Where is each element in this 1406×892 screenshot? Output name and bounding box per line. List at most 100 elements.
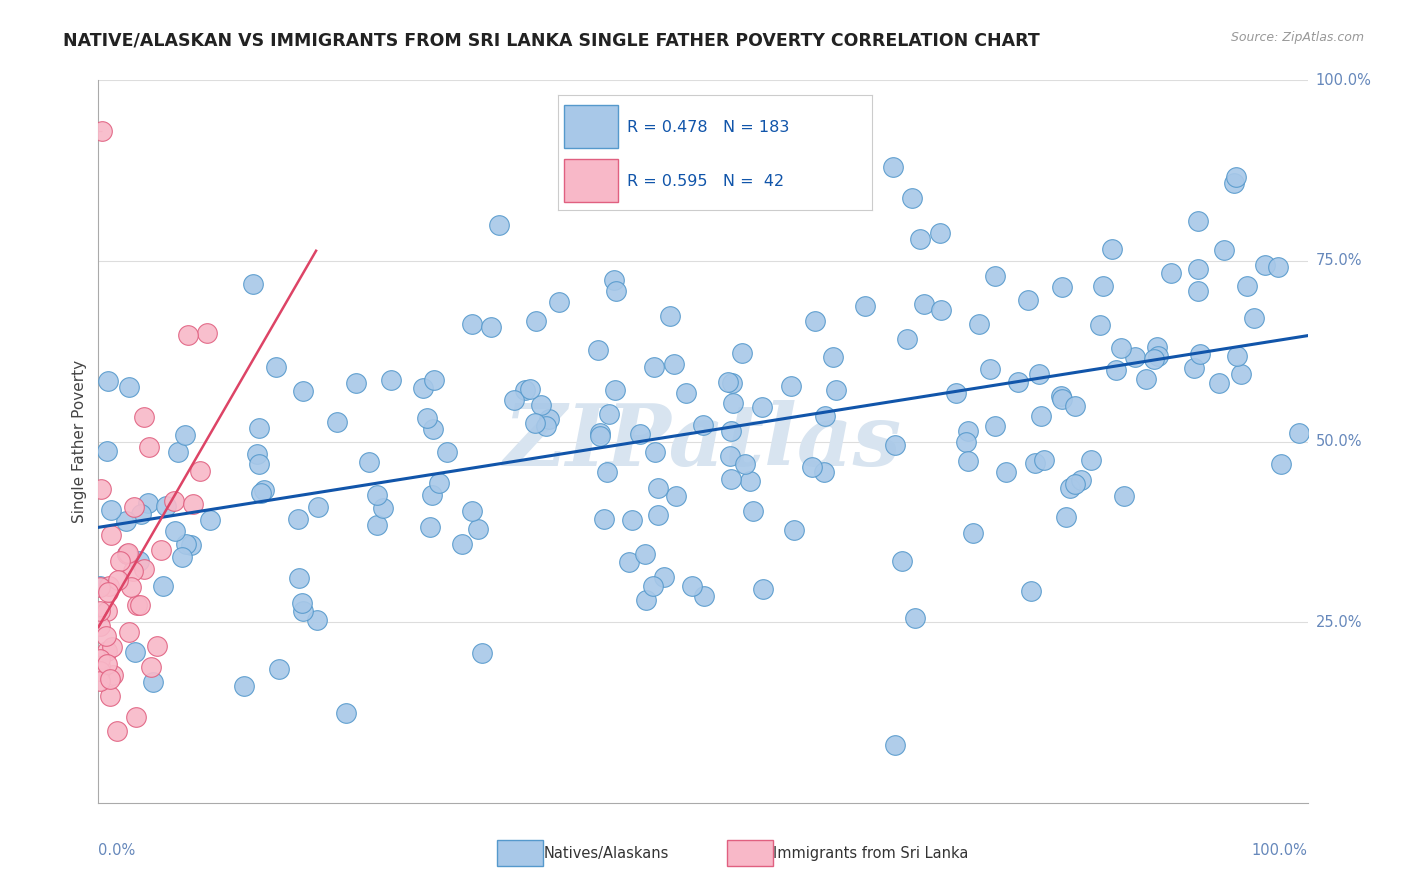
Point bbox=[129, 599, 152, 613]
Point bbox=[1028, 368, 1050, 382]
Point bbox=[1225, 170, 1247, 185]
Point bbox=[957, 424, 980, 438]
Point bbox=[720, 425, 742, 439]
Point bbox=[136, 496, 159, 510]
Point bbox=[1101, 242, 1123, 256]
Point bbox=[141, 674, 163, 689]
Point bbox=[955, 435, 977, 450]
Point bbox=[1208, 376, 1230, 390]
Point bbox=[647, 482, 669, 496]
Point bbox=[979, 362, 1001, 376]
Point bbox=[1213, 244, 1236, 258]
Point bbox=[97, 584, 120, 599]
Point bbox=[1080, 453, 1102, 467]
Point bbox=[1223, 176, 1246, 190]
Point bbox=[721, 376, 744, 391]
Point bbox=[180, 538, 202, 552]
Point bbox=[1146, 340, 1168, 354]
Point bbox=[242, 277, 264, 291]
Point bbox=[269, 662, 291, 676]
Point bbox=[983, 269, 1005, 284]
Point bbox=[1114, 489, 1136, 503]
Point bbox=[891, 554, 914, 568]
Point bbox=[647, 508, 669, 522]
Point bbox=[422, 373, 444, 387]
Point bbox=[1160, 266, 1182, 280]
Text: 25.0%: 25.0% bbox=[1316, 615, 1362, 630]
Point bbox=[174, 536, 197, 550]
Point bbox=[89, 664, 111, 678]
Point bbox=[89, 580, 111, 594]
Point bbox=[1187, 214, 1209, 228]
Point bbox=[692, 418, 714, 433]
Point bbox=[98, 578, 121, 592]
Point bbox=[721, 396, 744, 410]
Point bbox=[644, 445, 666, 459]
Point bbox=[250, 485, 273, 500]
Point bbox=[1187, 261, 1209, 276]
Point bbox=[1236, 278, 1258, 293]
Point bbox=[813, 409, 835, 423]
Point bbox=[488, 218, 510, 232]
Point bbox=[957, 454, 980, 468]
Point bbox=[523, 416, 546, 430]
Point bbox=[530, 398, 553, 412]
Point bbox=[1059, 481, 1081, 495]
Point bbox=[634, 547, 657, 561]
Point bbox=[652, 569, 675, 583]
Point bbox=[1230, 367, 1253, 381]
Text: NATIVE/ALASKAN VS IMMIGRANTS FROM SRI LANKA SINGLE FATHER POVERTY CORRELATION CH: NATIVE/ALASKAN VS IMMIGRANTS FROM SRI LA… bbox=[63, 31, 1040, 49]
Point bbox=[1054, 510, 1077, 524]
Point bbox=[718, 450, 741, 464]
Point bbox=[91, 124, 114, 138]
Point bbox=[967, 317, 990, 331]
Point bbox=[1033, 453, 1056, 467]
Text: 0.0%: 0.0% bbox=[98, 843, 135, 857]
Point bbox=[287, 571, 309, 585]
Point bbox=[291, 596, 314, 610]
Point bbox=[89, 652, 111, 666]
Point bbox=[117, 547, 139, 561]
Point bbox=[115, 515, 138, 529]
Point bbox=[96, 443, 118, 458]
Point bbox=[190, 465, 212, 479]
Point bbox=[89, 578, 111, 592]
Point bbox=[139, 660, 162, 674]
Text: Natives/Alaskans: Natives/Alaskans bbox=[543, 846, 669, 861]
Point bbox=[1070, 473, 1092, 487]
Point bbox=[461, 317, 484, 331]
Point bbox=[586, 343, 609, 358]
Point bbox=[903, 610, 925, 624]
Point bbox=[693, 590, 716, 604]
Point bbox=[751, 400, 773, 414]
Point bbox=[593, 512, 616, 526]
Point bbox=[155, 500, 177, 514]
Point bbox=[107, 573, 129, 587]
Point bbox=[1254, 259, 1277, 273]
Point bbox=[98, 672, 121, 686]
Point bbox=[1226, 349, 1249, 363]
Point bbox=[896, 332, 918, 346]
Point bbox=[100, 503, 122, 517]
Point bbox=[603, 383, 626, 397]
Point bbox=[461, 503, 484, 517]
Point bbox=[89, 674, 111, 689]
Point bbox=[1147, 349, 1170, 363]
Point bbox=[436, 445, 458, 459]
Point bbox=[1050, 280, 1073, 294]
Point bbox=[1050, 392, 1073, 406]
Point bbox=[416, 411, 439, 425]
Point bbox=[89, 619, 111, 633]
Point bbox=[598, 407, 620, 421]
Point bbox=[752, 582, 775, 596]
Point bbox=[1142, 352, 1164, 367]
Point bbox=[98, 689, 121, 703]
Point bbox=[665, 489, 688, 503]
Point bbox=[246, 447, 269, 461]
Point bbox=[121, 565, 143, 579]
Point bbox=[524, 314, 547, 328]
Point bbox=[900, 191, 922, 205]
Point bbox=[734, 457, 756, 471]
Point bbox=[287, 512, 309, 526]
Point bbox=[1017, 293, 1039, 307]
